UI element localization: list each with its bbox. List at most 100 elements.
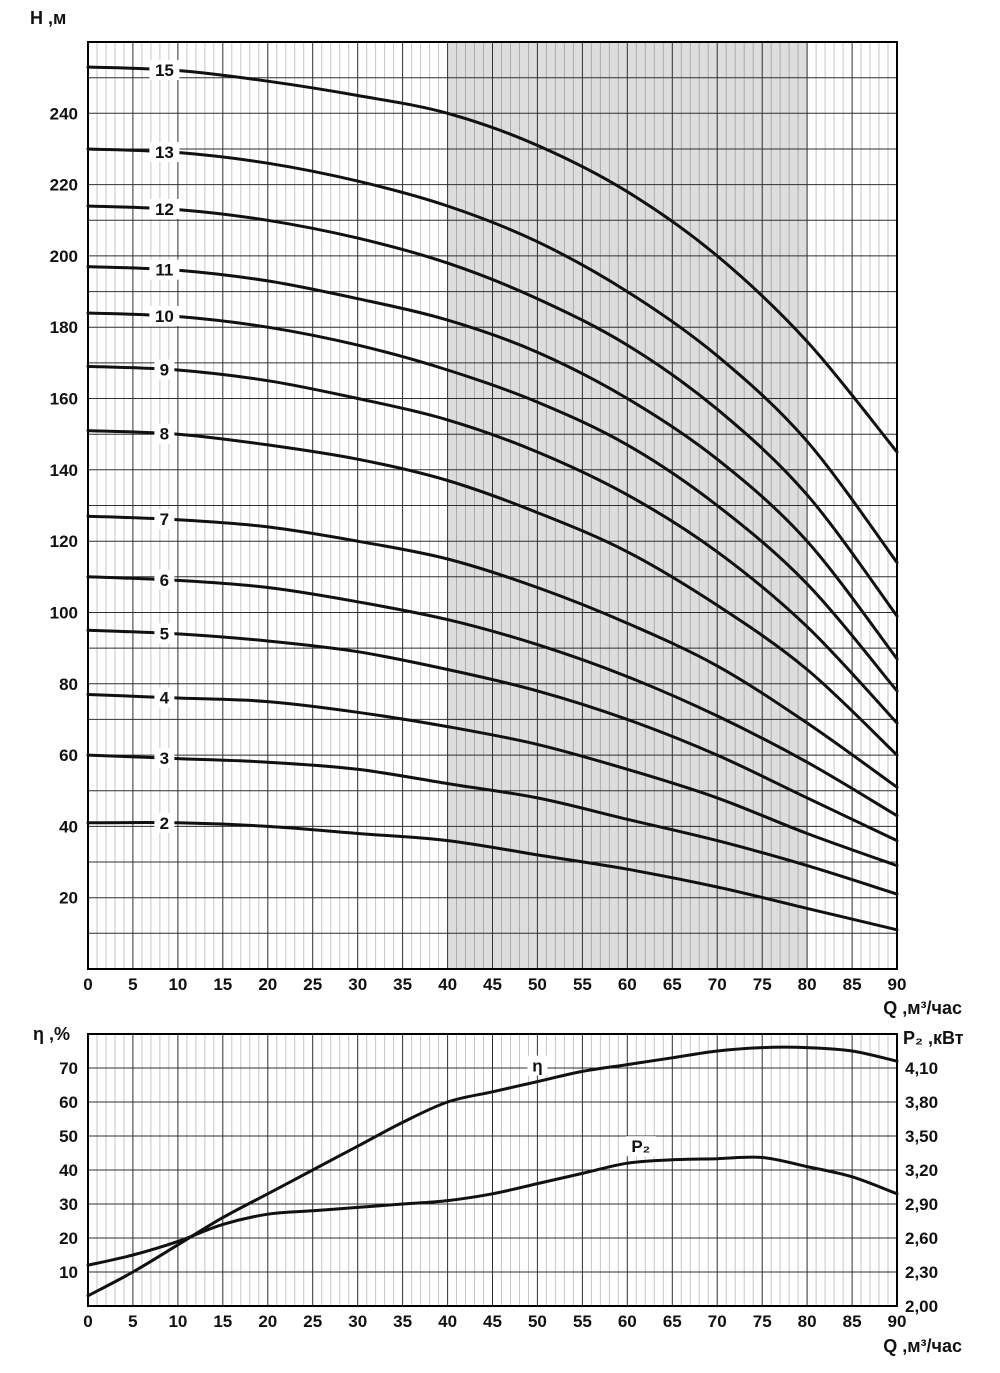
right-axis-tick-labels: 4,10 3,80 3,50 3,20 2,90 2,60 2,30 2,00	[905, 1059, 938, 1316]
curve-3	[86, 753, 899, 896]
x-tick-label: 0	[83, 1312, 92, 1331]
x-tick-label: 55	[573, 975, 592, 994]
curve-label-box	[149, 199, 180, 219]
plot-frame	[87, 1033, 898, 1307]
x-tick-label: 90	[888, 975, 907, 994]
y-tick-label: 80	[59, 675, 78, 694]
x-tick-label: 35	[393, 1312, 412, 1331]
right-tick-label: 2,30	[905, 1263, 938, 1282]
x-tick-label: 10	[168, 975, 187, 994]
x-tick-label: 90	[888, 1312, 907, 1331]
curve-label-box	[149, 259, 180, 280]
x-tick-label: 10	[168, 1312, 187, 1331]
x-tick-label: 5	[128, 975, 137, 994]
x-tick-label: 40	[438, 975, 457, 994]
efficiency-axis-title: η ,%	[33, 1024, 70, 1044]
curve-2	[86, 821, 899, 932]
curve-label-text: 13	[155, 143, 174, 162]
curve-label-box	[527, 1055, 548, 1076]
x-tick-label: 85	[843, 975, 862, 994]
curve-label-text: 12	[155, 200, 174, 219]
curve-label-text: η	[532, 1057, 542, 1076]
curve-label-8: 8	[154, 423, 175, 444]
curve-label-text: 15	[155, 61, 174, 80]
curve-label-5: 5	[154, 623, 175, 644]
curve-label-box	[154, 359, 175, 380]
curve-8	[86, 429, 899, 757]
x-tick-label: 50	[528, 1312, 547, 1331]
y-tick-label: 40	[59, 817, 78, 836]
curve-label-box	[154, 812, 175, 833]
curve-label-text: 4	[160, 689, 170, 708]
x-axis-tick-labels: 0 5 10 15 20 25 30 35 40 45 50 55 60 65 70 75 80 85 90	[83, 1312, 906, 1331]
curve-label-text: 3	[160, 749, 169, 768]
x-tick-label: 75	[753, 1312, 772, 1331]
curve-12	[86, 204, 899, 618]
y-axis-tick-labels: 240 220 200 180 160 140 120 100 80 60 40 20	[50, 104, 78, 907]
x-tick-label: 5	[128, 1312, 137, 1331]
y-tick-label: 100	[50, 604, 78, 623]
x-tick-label: 35	[393, 975, 412, 994]
x-tick-label: 75	[753, 975, 772, 994]
right-tick-label: 3,80	[905, 1093, 938, 1112]
y-tick-label: 50	[59, 1127, 78, 1146]
curve-label-9: 9	[154, 359, 175, 380]
curve-label-10: 10	[149, 306, 180, 326]
flow-axis-title-bottom: Q ,м³/час	[883, 1336, 962, 1356]
grid-horizontal	[88, 1067, 897, 1273]
curve-label-box	[154, 423, 175, 444]
y-tick-label: 240	[50, 104, 78, 123]
grid-horizontal	[88, 77, 897, 934]
curve-label-text: 2	[160, 814, 169, 833]
y-axis-tick-labels: 70 60 50 40 30 20 10	[59, 1059, 78, 1282]
curve-label-box	[154, 509, 175, 530]
x-tick-label: 45	[483, 1312, 502, 1331]
curve-label-7: 7	[154, 509, 175, 530]
plot-frame	[87, 41, 898, 970]
x-tick-label: 65	[663, 1312, 682, 1331]
y-tick-label: 20	[59, 889, 78, 908]
x-tick-label: 65	[663, 975, 682, 994]
x-tick-label: 60	[618, 975, 637, 994]
x-tick-label: 45	[483, 975, 502, 994]
curve-15	[86, 65, 899, 454]
curve-label-text: 10	[155, 307, 174, 326]
right-tick-label: 3,20	[905, 1161, 938, 1180]
y-tick-label: 180	[50, 318, 78, 337]
x-tick-label: 70	[708, 975, 727, 994]
head-axis-title: H ,м	[30, 8, 66, 28]
x-tick-label: 30	[348, 975, 367, 994]
curve-10	[86, 311, 899, 693]
curve-6	[86, 575, 899, 818]
curve-5	[86, 628, 899, 843]
curve-label-box	[154, 623, 175, 644]
curve-label-13: 13	[149, 142, 180, 162]
curve-label-text: 6	[160, 571, 169, 590]
y-tick-label: 220	[50, 176, 78, 195]
x-tick-label: 20	[258, 1312, 277, 1331]
curve-η	[86, 1045, 899, 1298]
flow-axis-title-top: Q ,м³/час	[883, 998, 962, 1018]
right-tick-label: 2,60	[905, 1229, 938, 1248]
curve-label-box	[149, 306, 180, 326]
curve-label-η: η	[527, 1055, 548, 1076]
x-tick-label: 55	[573, 1312, 592, 1331]
x-tick-label: 15	[213, 975, 232, 994]
y-tick-label: 20	[59, 1229, 78, 1248]
y-tick-label: 10	[59, 1263, 78, 1282]
x-tick-label: 20	[258, 975, 277, 994]
curve-label-12: 12	[149, 199, 180, 219]
y-tick-label: 120	[50, 532, 78, 551]
right-tick-label: 2,90	[905, 1195, 938, 1214]
curve-label-P₂: P₂	[625, 1136, 656, 1157]
curve-label-4: 4	[154, 687, 175, 708]
curve-label-box	[149, 60, 180, 80]
curve-13	[86, 147, 899, 564]
curve-7	[86, 514, 899, 789]
x-tick-label: 60	[618, 1312, 637, 1331]
x-tick-label: 25	[303, 1312, 322, 1331]
y-tick-label: 60	[59, 1093, 78, 1112]
curve-label-text: 7	[160, 510, 169, 529]
